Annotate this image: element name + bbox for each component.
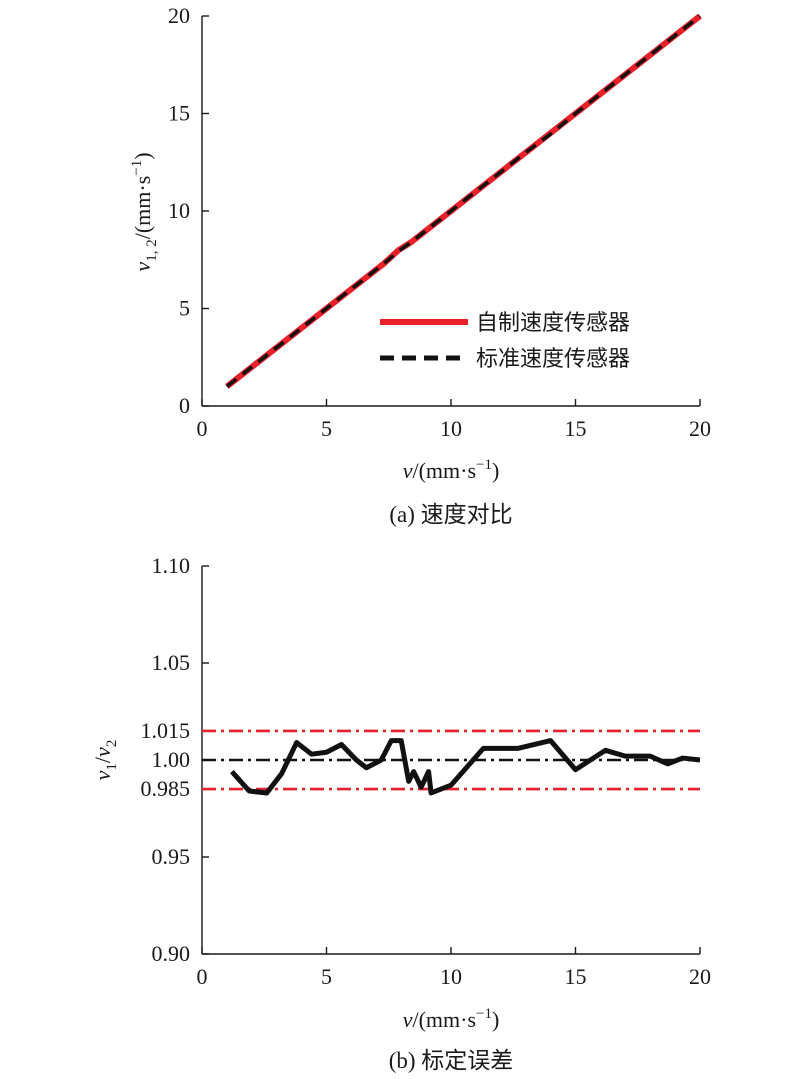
chart-b-y-tick-label: 1.05 bbox=[152, 650, 191, 675]
chart-b-ticks: 0 5 10 15 20 0.90 0.95 0.985 1.00 1.015 1.05 1.10 bbox=[141, 553, 712, 989]
chart-a-ticks: 0 5 10 15 20 0 5 10 15 20 bbox=[168, 3, 711, 441]
chart-a-legend: 自制速度传感器 标准速度传感器 bbox=[380, 311, 630, 372]
chart-a-y-tick-label: 0 bbox=[179, 393, 190, 418]
chart-b-x-tick-label: 15 bbox=[565, 964, 587, 989]
chart-a-y-tick-label: 15 bbox=[168, 101, 190, 126]
legend-label-standard: 标准速度传感器 bbox=[476, 347, 630, 372]
chart-b-y-tick-label: 0.985 bbox=[141, 776, 191, 801]
chart-b-x-tick-label: 0 bbox=[197, 964, 208, 989]
chart-a-x-tick-label: 5 bbox=[321, 416, 332, 441]
chart-b-y-tick-label: 1.00 bbox=[152, 747, 191, 772]
legend-label-self-made: 自制速度传感器 bbox=[476, 311, 630, 336]
chart-a-x-tick-label: 0 bbox=[197, 416, 208, 441]
series-line-ratio bbox=[230, 738, 701, 796]
chart-a-y-tick-label: 10 bbox=[168, 198, 190, 223]
chart-b-y-tick-label: 1.10 bbox=[152, 553, 191, 578]
chart-b-x-label: v/(mm·s−1) bbox=[403, 1006, 500, 1032]
chart-b: 0 5 10 15 20 0.90 0.95 0.985 1.00 1.015 1.05 1.10 v… bbox=[90, 553, 711, 1073]
chart-b-y-tick-label: 0.95 bbox=[152, 844, 191, 869]
series-line-self-made bbox=[225, 13, 702, 389]
chart-b-y-label: v1/v2 bbox=[90, 740, 120, 781]
chart-a-caption: (a) 速度对比 bbox=[389, 502, 512, 527]
chart-a-y-tick-label: 20 bbox=[168, 3, 190, 28]
chart-b-y-tick-label: 1.015 bbox=[141, 718, 191, 743]
chart-a-series bbox=[225, 13, 702, 389]
chart-b-x-tick-label: 5 bbox=[321, 964, 332, 989]
chart-b-series bbox=[202, 729, 701, 796]
chart-a-y-tick-label: 5 bbox=[179, 296, 190, 321]
chart-b-caption: (b) 标定误差 bbox=[389, 1048, 514, 1073]
chart-a-x-tick-label: 20 bbox=[689, 416, 711, 441]
chart-a-x-tick-label: 15 bbox=[565, 416, 587, 441]
chart-b-x-tick-label: 10 bbox=[440, 964, 462, 989]
chart-a-y-label: v1, 2/(mm·s−1) bbox=[129, 152, 160, 271]
chart-a-x-label: v/(mm·s−1) bbox=[403, 457, 500, 483]
chart-a: 0 5 10 15 20 0 5 10 15 20 v1, 2/(mm·s−1) v/(mm·s−… bbox=[129, 3, 711, 527]
chart-b-y-tick-label: 0.90 bbox=[152, 941, 191, 966]
chart-b-x-tick-label: 20 bbox=[689, 964, 711, 989]
chart-a-x-tick-label: 10 bbox=[440, 416, 462, 441]
